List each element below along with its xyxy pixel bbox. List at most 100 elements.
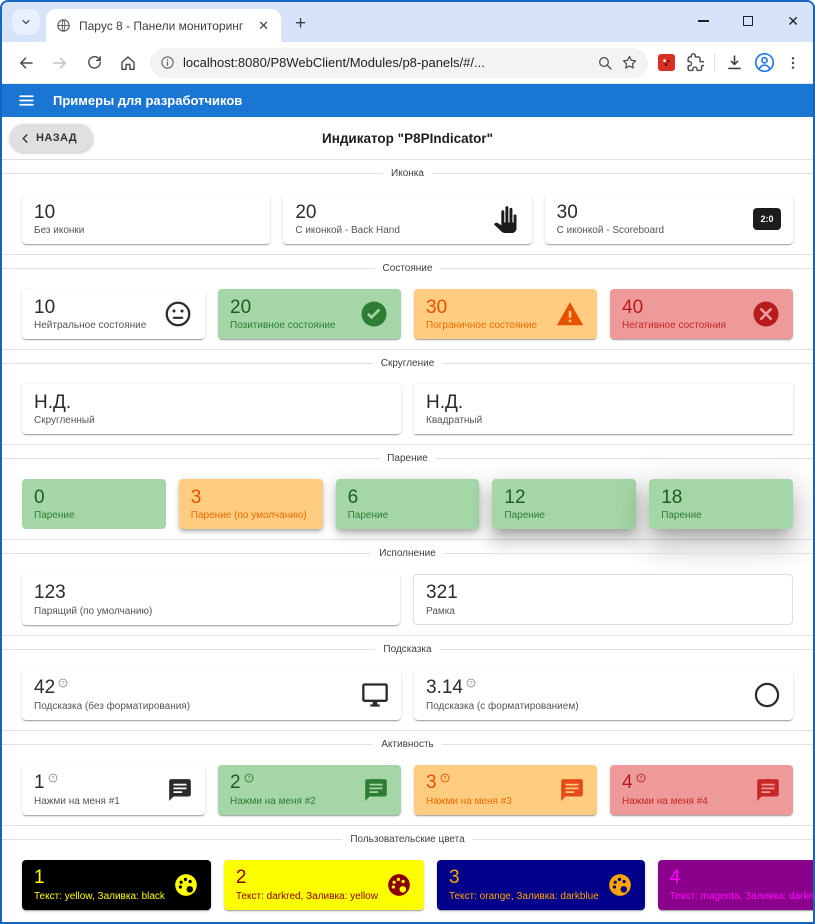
indicator-label: Парение [347,510,389,522]
indicator-label: Нажми на меня #2 [230,796,316,808]
browser-tab[interactable]: Парус 8 - Панели мониторинг ✕ [46,9,281,42]
indicator-card: 1 Текст: yellow, Заливка: black [22,859,211,910]
forward-nav-button[interactable] [44,47,76,79]
indicator-card: 0 Парение [22,479,166,529]
chat-icon [561,779,583,801]
indicator-card: 2 Текст: darkred, Заливка: yellow [223,859,424,910]
tab-strip: Парус 8 - Панели мониторинг ✕ + ✕ [2,2,813,42]
menu-kebab-icon[interactable] [785,55,801,71]
extensions-puzzle-icon[interactable] [685,53,704,72]
indicator-label: С иконкой - Back Hand [295,225,400,237]
check-circle-icon [361,301,387,327]
indicator-value: 20 [230,296,252,318]
section-title: Парение [387,453,428,464]
indicator-value: 3 [190,486,202,508]
cards-row: Н.Д. Скругленный Н.Д. Квадратный [22,384,793,434]
section-activity: Активность 1 ? Нажми на меня #1 2 ? Нажм… [2,731,813,826]
back-nav-button[interactable] [10,47,42,79]
cards-row: 123 Парящий (по умолчанию) 321 Рамка [22,574,793,625]
chat-icon [169,779,191,801]
indicator-label: Подсказка (без форматирования) [34,701,191,713]
app-bar: Примеры для разработчиков [2,84,813,117]
section-title: Скругление [380,358,435,369]
section-divider: Активность [2,739,813,750]
indicator-card: Н.Д. Квадратный [414,384,793,434]
download-icon[interactable] [725,53,744,72]
cards-row: 0 Парение 3 Парение (по умолчанию) 6 Парени… [22,479,793,529]
section-icon: Иконка 10 Без иконки 20 С иконкой - Back H… [2,160,813,255]
back-button-label: НАЗАД [36,132,77,144]
indicator-card: 3.14 ? Подсказка (с форматированием) [414,669,793,720]
indicator-card-clickable[interactable]: 2 ? Нажми на меня #2 [218,764,401,815]
indicator-value: 3 [426,772,437,794]
indicator-label: Парение [34,510,75,522]
tab-title: Парус 8 - Панели мониторинг [79,18,244,33]
tab-close-icon[interactable]: ✕ [258,17,269,33]
indicator-card-clickable[interactable]: 4 ? Нажми на меня #4 [610,764,793,815]
cancel-icon [753,301,779,327]
indicator-value: 10 [34,296,56,318]
zoom-icon[interactable] [597,55,613,71]
section-divider: Исполнение [2,548,813,559]
new-tab-button[interactable]: + [295,13,307,34]
hamburger-menu-icon[interactable] [18,92,35,109]
scoreboard-score: 2:0 [760,214,774,224]
section-custom-colors: Пользовательские цвета 1 Текст: yellow, З… [2,826,813,920]
tab-search-button[interactable] [12,9,40,35]
section-title: Пользовательские цвета [350,833,465,845]
chat-icon [365,779,387,801]
indicator-card: 123 Парящий (по умолчанию) [22,574,400,625]
profile-icon[interactable] [754,52,775,73]
indicator-value: 6 [347,486,359,508]
reload-icon [87,56,101,69]
indicator-value: 0 [34,486,45,508]
svg-text:?: ? [247,776,250,782]
back-arrow-icon [20,56,33,69]
toolbar-divider [714,53,715,72]
indicator-card-clickable[interactable]: 3 ? Нажми на меня #3 [414,764,597,815]
chevron-left-icon [22,133,28,143]
indicator-label: Текст: yellow, Заливка: black [34,891,165,903]
chat-icon [757,779,779,801]
section-variant: Исполнение 123 Парящий (по умолчанию) 321… [2,540,813,636]
address-bar[interactable]: localhost:8080/P8WebClient/Modules/p8-pa… [150,47,648,78]
help-icon: ? [58,679,68,688]
indicator-label: Нажми на меня #4 [622,796,708,808]
indicator-label: С иконкой - Scoreboard [556,225,665,237]
reload-button[interactable] [78,47,110,79]
globe-icon [57,19,70,32]
maximize-icon[interactable] [743,16,754,26]
indicator-label: Парение [504,510,545,522]
indicator-card: 40 Негативное состояния [610,289,793,339]
close-icon[interactable]: ✕ [787,13,799,29]
section-divider: Пользовательские цвета [2,834,813,845]
bookmark-star-icon[interactable] [621,54,638,71]
indicator-label: Текст: magenta, Заливка: darkmage... [669,891,815,903]
indicator-card-clickable[interactable]: 1 ? Нажми на меня #1 [22,764,205,815]
info-icon[interactable] [160,55,175,70]
indicator-value: 2 [235,867,247,889]
indicator-label: Нажми на меня #3 [426,796,512,808]
home-button[interactable] [112,47,144,79]
indicator-card: Н.Д. Скругленный [22,384,401,434]
indicator-value: 10 [34,201,56,223]
indicator-value: 12 [504,486,526,508]
back-button[interactable]: НАЗАД [10,124,93,152]
indicator-value: Н.Д. [426,391,464,413]
svg-text:?: ? [639,776,642,782]
cards-row: 42 ? Подсказка (без форматирования) 3.14… [22,669,793,720]
indicator-card: 18 Парение [649,479,793,529]
home-icon [121,55,135,70]
indicator-value: 3.14 [426,677,463,699]
section-state: Состояние 10 Нейтральное состояние 20 Пози… [2,255,813,350]
palette-icon [388,874,410,896]
indicator-label: Текст: darkred, Заливка: yellow [235,891,378,903]
url-text[interactable]: localhost:8080/P8WebClient/Modules/p8-pa… [183,55,485,70]
section-title: Состояние [382,263,433,274]
extension-icon[interactable] [658,54,675,71]
indicator-value: 1 [34,772,45,794]
svg-text:?: ? [443,776,446,782]
indicator-card: 10 Нейтральное состояние [22,289,205,339]
minimize-icon[interactable] [698,20,710,22]
indicator-card: 20 С иконкой - Back Hand [283,194,532,244]
